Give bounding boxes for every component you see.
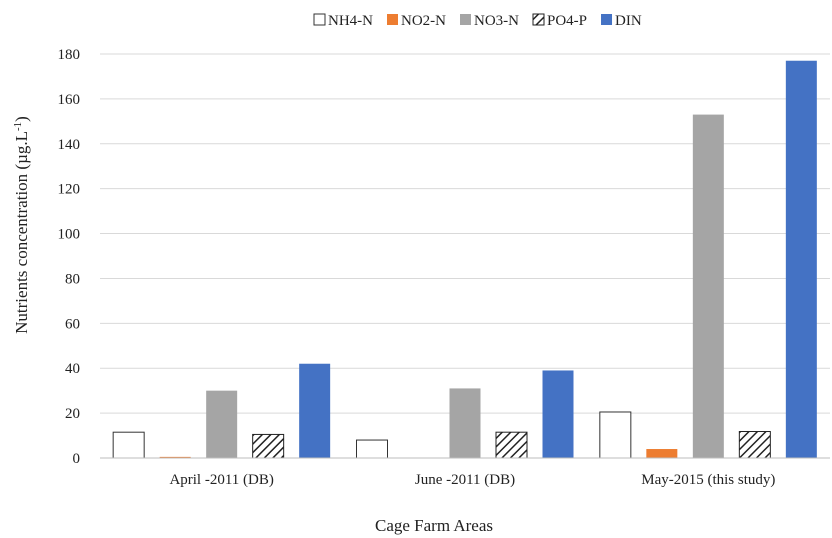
legend: NH4-N NO2-N NO3-N PO4-P DIN	[313, 13, 642, 29]
legend-swatch	[387, 14, 398, 25]
x-tick-label: June -2011 (DB)	[415, 472, 515, 488]
legend-label: NO3-N	[474, 13, 519, 29]
y-axis-title-main: Nutrients concentration (µg.L	[12, 131, 31, 334]
x-tick-labels: April -2011 (DB) June -2011 (DB) May-2015 …	[169, 472, 775, 488]
y-axis-title: Nutrients concentration (µg.L-1)	[12, 116, 31, 334]
y-axis-title-close: )	[12, 116, 31, 122]
y-axis-title-sup: -1	[12, 122, 24, 131]
y-tick-label: 140	[58, 137, 81, 153]
legend-label: DIN	[615, 13, 642, 29]
legend-label: PO4-P	[547, 13, 587, 29]
y-tick-label: 60	[65, 316, 80, 332]
bar-no3-n	[449, 388, 481, 458]
bar-no3-n	[206, 390, 238, 458]
x-axis-title: Cage Farm Areas	[375, 516, 493, 535]
y-tick-labels: 0 20 40 60 80 100 120 140 160 180	[58, 47, 81, 467]
bar-po4-p	[252, 433, 285, 459]
legend-swatch	[313, 13, 326, 26]
bar-din	[785, 60, 817, 458]
y-tick-label: 80	[65, 271, 80, 287]
y-tick-label: 20	[65, 406, 80, 422]
bar-din	[542, 370, 574, 458]
x-tick-label: May-2015 (this study)	[641, 472, 775, 488]
y-tick-label: 180	[58, 47, 81, 63]
bar-no2-n	[646, 449, 678, 458]
legend-swatch	[532, 13, 545, 26]
y-tick-label: 100	[58, 227, 81, 243]
gridlines	[100, 53, 830, 414]
x-tick-label: April -2011 (DB)	[169, 472, 273, 488]
y-tick-label: 160	[58, 92, 81, 108]
bar-po4-p	[495, 431, 528, 459]
legend-label: NO2-N	[401, 13, 446, 29]
bar-nh4-n	[112, 431, 145, 459]
bar-po4-p	[738, 431, 771, 459]
y-tick-label: 40	[65, 361, 80, 377]
y-tick-label: 120	[58, 182, 81, 198]
legend-label: NH4-N	[328, 13, 373, 29]
legend-swatch	[601, 14, 613, 25]
y-tick-label: 0	[73, 451, 81, 467]
legend-swatch	[460, 14, 471, 25]
bar-no2-n	[159, 456, 191, 458]
bar-nh4-n	[599, 411, 632, 459]
bar-nh4-n	[356, 439, 388, 459]
bars	[112, 60, 817, 459]
bar-din	[299, 363, 331, 458]
bar-no3-n	[692, 114, 724, 458]
